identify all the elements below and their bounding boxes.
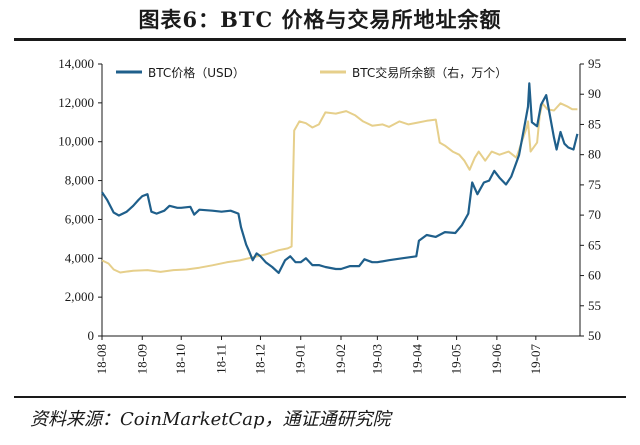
series-line-btc-price [101,82,579,274]
y-left-tick-label: 2,000 [65,289,94,304]
chart-canvas: 0 2,000 4,000 6,000 8,000 10,000 12,000 14,000 5… [58,56,601,374]
x-tick-label: 19-03 [369,344,384,374]
y-right-tick-label: 85 [588,116,601,131]
title-rule [14,38,626,41]
y-right-tick-label: 60 [588,268,601,283]
x-tick-label: 19-04 [410,344,425,375]
series-lines [101,82,579,274]
chart-title: 图表6：BTC 价格与交易所地址余额 [138,7,502,32]
y-right-tick-label: 80 [588,147,601,162]
y-left-tick-label: 6,000 [65,211,94,226]
legend: BTC价格（USD） BTC交易所余额（右，万个） [116,65,507,80]
series-line-exchange-balance [101,102,578,274]
y-right-tick-label: 95 [588,56,601,71]
x-tick-label: 19-06 [489,344,504,375]
x-tick-label: 18-11 [214,344,229,374]
y-right-tick-label: 90 [588,86,601,101]
y-left-tick-label: 0 [88,328,95,343]
legend-label-btc-price: BTC价格（USD） [148,65,245,80]
axes: 0 2,000 4,000 6,000 8,000 10,000 12,000 14,000 5… [58,56,601,374]
y-right-tick-label: 65 [588,237,601,252]
y-right-tick-label: 50 [588,328,601,343]
x-tick-label: 18-10 [173,344,188,374]
y-left-tick-label: 4,000 [65,250,94,265]
x-tick-label: 19-07 [528,344,543,375]
x-tick-label: 18-12 [252,344,267,374]
y-left-tick-label: 14,000 [58,56,94,71]
source-note: 资料来源：CoinMarketCap，通证通研究院 [30,409,391,430]
y-right-tick-label: 75 [588,177,601,192]
legend-label-exchange-balance: BTC交易所余额（右，万个） [352,65,507,80]
x-tick-label: 19-05 [449,344,464,374]
x-tick-label: 18-08 [94,344,109,374]
y-left-tick-label: 8,000 [65,173,94,188]
x-tick-label: 19-01 [293,344,308,374]
x-tick-label: 19-02 [333,344,348,374]
source-rule [14,396,626,398]
y-right-tick-label: 55 [588,298,601,313]
y-left-tick-label: 10,000 [58,134,94,149]
y-left-tick-label: 12,000 [58,95,94,110]
y-right-tick-label: 70 [588,207,601,222]
x-tick-label: 18-09 [134,344,149,374]
